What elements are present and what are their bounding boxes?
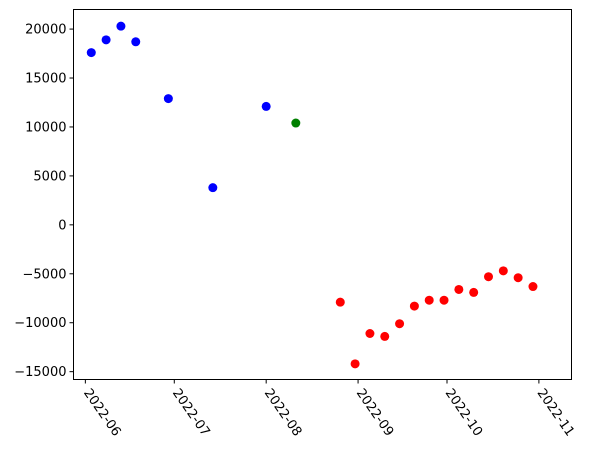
data-point xyxy=(439,295,449,305)
x-tick-label: 2022-11 xyxy=(534,386,577,439)
data-point xyxy=(498,266,508,276)
y-tick-label: 15000 xyxy=(25,72,66,87)
y-tick-label: 5000 xyxy=(33,169,66,184)
data-point xyxy=(365,328,375,338)
y-tick-label: −15000 xyxy=(14,365,66,380)
data-point xyxy=(131,37,141,47)
data-point xyxy=(395,319,405,329)
data-point xyxy=(469,287,479,297)
x-axis: 2022-06 2022-07 2022-08 2022-09 2022-10 2022-… xyxy=(80,379,577,439)
y-axis: 20000 15000 10000 5000 0 −5000 −10000 −15000 xyxy=(14,23,74,380)
data-point xyxy=(291,118,301,128)
plot-frame xyxy=(73,9,572,380)
x-tick-label: 2022-08 xyxy=(261,386,304,439)
data-point xyxy=(101,35,111,45)
y-tick-label: 0 xyxy=(58,218,66,233)
x-tick-label: 2022-10 xyxy=(442,386,485,439)
x-tick-label: 2022-06 xyxy=(80,386,123,439)
x-tick-label: 2022-07 xyxy=(169,386,212,439)
y-tick-label: −5000 xyxy=(23,267,67,282)
data-point xyxy=(350,359,360,369)
y-tick-label: 10000 xyxy=(25,120,66,135)
data-point xyxy=(409,301,419,311)
data-point xyxy=(454,284,464,294)
data-points xyxy=(86,21,538,369)
y-tick-label: −10000 xyxy=(14,316,66,331)
data-point xyxy=(86,48,96,58)
data-point xyxy=(208,183,218,193)
data-point xyxy=(163,94,173,104)
data-point xyxy=(424,295,434,305)
data-point xyxy=(528,282,538,292)
data-point xyxy=(261,101,271,111)
data-point xyxy=(116,21,126,31)
x-tick-label: 2022-09 xyxy=(353,386,396,439)
data-point xyxy=(484,272,493,282)
data-point xyxy=(380,331,390,341)
data-point xyxy=(335,297,345,307)
data-point xyxy=(513,273,523,283)
y-tick-label: 20000 xyxy=(25,23,66,38)
